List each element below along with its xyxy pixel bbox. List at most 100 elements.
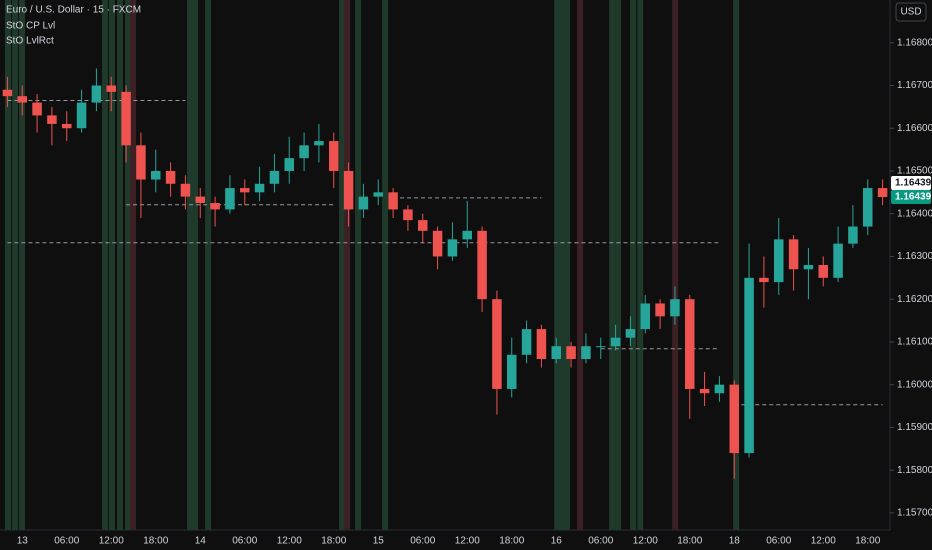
signal-bar <box>672 0 679 530</box>
candle-body <box>254 183 265 193</box>
candle-body <box>699 388 710 394</box>
signal-bar <box>577 0 584 530</box>
signal-bar <box>130 0 137 530</box>
candle-body <box>462 230 472 240</box>
candle-body <box>877 188 888 198</box>
signal-bar <box>554 0 561 530</box>
candle-body <box>670 299 680 317</box>
y-tick-label: 1.16400 <box>897 208 932 219</box>
price-label: 1.16439 <box>895 192 932 203</box>
candle-body <box>284 158 294 171</box>
candle-body <box>91 85 102 103</box>
candle-body <box>596 346 606 348</box>
y-tick-label: 1.16800 <box>897 37 932 48</box>
candle-body <box>863 188 873 227</box>
candle-body <box>507 354 517 389</box>
signal-bar <box>733 0 740 530</box>
candle-body <box>388 192 398 210</box>
x-tick-label: 18 <box>729 536 741 547</box>
x-tick-label: 18:00 <box>855 536 880 547</box>
signal-bar <box>344 0 351 530</box>
signal-bar <box>615 0 622 530</box>
y-tick-label: 1.16100 <box>897 337 932 348</box>
candle-body <box>106 85 116 92</box>
candle-body <box>744 277 754 454</box>
axes: 1.15700 1.15800 1.15900 1.16000 1.16100 1.162… <box>17 37 932 546</box>
candle-body <box>225 188 235 210</box>
candle-body <box>803 265 814 270</box>
candle-body <box>521 329 532 355</box>
x-tick-label: 12:00 <box>455 536 480 547</box>
y-tick-label: 1.16300 <box>897 251 932 262</box>
x-tick-label: 18:00 <box>677 536 702 547</box>
signals <box>5 0 740 530</box>
candle-body <box>299 145 309 159</box>
candle-body <box>358 196 369 210</box>
candle-body <box>195 196 205 204</box>
candle-body <box>655 303 665 317</box>
signal-bar <box>18 0 25 530</box>
price-label: 1.16439 <box>895 178 932 189</box>
x-tick-label: 16 <box>551 536 563 547</box>
candle-body <box>685 299 695 389</box>
candle-body <box>788 239 799 270</box>
signal-bar <box>564 0 571 530</box>
candle-body <box>818 265 828 278</box>
signal-bar <box>205 0 212 530</box>
candle-body <box>640 303 650 330</box>
candle-body <box>759 277 769 283</box>
x-tick-label: 06:00 <box>54 536 79 547</box>
candle-body <box>833 243 843 278</box>
signal-bar <box>125 0 132 530</box>
signal-bar <box>108 0 115 530</box>
candle-body <box>343 170 354 210</box>
x-tick-label: 18:00 <box>321 536 346 547</box>
candle-body <box>47 115 57 124</box>
currency-button[interactable] <box>895 2 927 22</box>
candle-body <box>403 209 413 221</box>
y-tick-label: 1.16000 <box>897 379 932 390</box>
candle-body <box>210 203 220 210</box>
signal-bar <box>355 0 362 530</box>
y-tick-label: 1.15900 <box>897 422 932 433</box>
candle-body <box>625 329 636 338</box>
candle-body <box>180 183 191 197</box>
y-tick-label: 1.16200 <box>897 294 932 305</box>
candle-body <box>551 346 561 360</box>
x-tick-label: 06:00 <box>588 536 613 547</box>
signal-bar <box>117 0 124 530</box>
signal-bar <box>192 0 199 530</box>
x-tick-label: 15 <box>373 536 385 547</box>
candle-body <box>314 141 324 146</box>
candle-body <box>121 91 131 146</box>
y-tick-label: 1.15800 <box>897 465 932 476</box>
indicator-label: StO CP Lvl <box>6 21 55 32</box>
candle-body <box>32 102 42 116</box>
candle-body <box>492 299 502 389</box>
candle-body <box>62 123 72 129</box>
y-tick-label: 1.16500 <box>897 166 932 177</box>
x-tick-label: 06:00 <box>410 536 435 547</box>
candle-body <box>774 239 784 283</box>
indicator-label: StO LvlRct <box>6 36 54 47</box>
candle-body <box>240 188 250 193</box>
candle-body <box>447 239 458 257</box>
price-label-box <box>891 176 931 191</box>
currency-label[interactable]: USD <box>900 7 921 18</box>
signal-bar <box>630 0 637 530</box>
x-tick-label: 12:00 <box>277 536 302 547</box>
chart-title: Euro / U.S. Dollar · 15 · FXCM <box>6 5 141 16</box>
candle-body <box>329 141 339 171</box>
x-tick-label: 06:00 <box>766 536 791 547</box>
y-tick-label: 1.16700 <box>897 80 932 91</box>
x-tick-label: 12:00 <box>99 536 124 547</box>
x-tick-label: 13 <box>17 536 29 547</box>
x-tick-label: 18:00 <box>143 536 168 547</box>
signal-bar <box>5 0 12 530</box>
x-tick-label: 18:00 <box>499 536 524 547</box>
candle-body <box>477 230 487 300</box>
candle-body <box>76 102 87 129</box>
signal-bar <box>559 0 566 530</box>
